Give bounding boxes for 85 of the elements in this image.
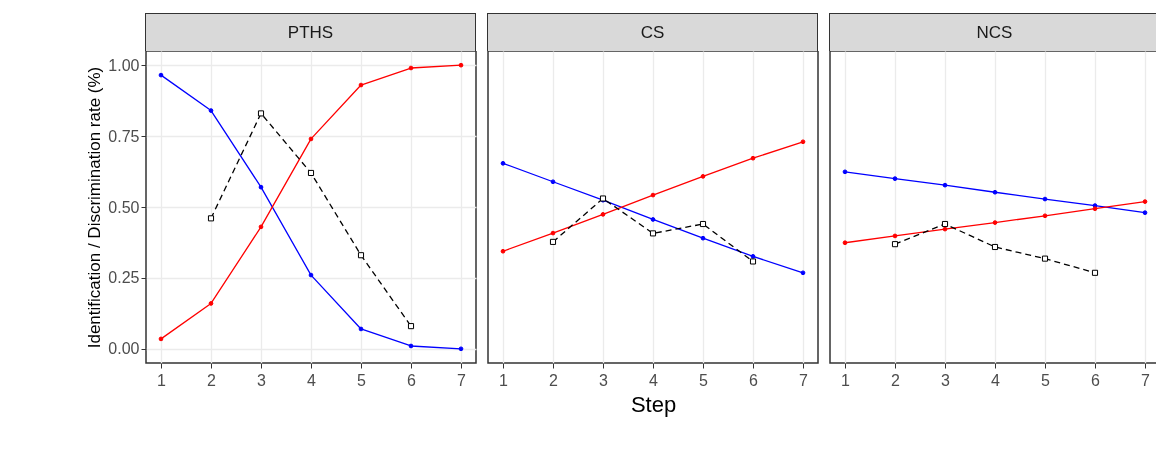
point [749,258,757,265]
point [208,301,214,306]
point [1091,269,1099,276]
point [308,136,314,142]
point [208,108,214,113]
point [892,176,898,181]
point [800,139,806,145]
x-tick-label: 4 [307,371,317,389]
point [550,230,556,236]
point [991,243,999,251]
x-tick-label: 7 [457,371,467,389]
point [407,323,415,330]
x-tick-label: 5 [1041,371,1051,389]
point [308,272,314,278]
point [800,270,806,276]
point [158,72,164,78]
point [842,169,848,175]
x-tick-label: 3 [941,371,951,389]
y-tick-label: 0.25 [108,269,140,287]
point [992,189,998,195]
point [891,241,899,248]
point [550,179,556,185]
point [549,238,557,245]
point [892,233,898,239]
point [408,65,414,71]
x-tick-label: 5 [699,371,709,389]
point [500,248,506,254]
point [700,174,706,179]
point [207,215,215,222]
point [992,220,998,225]
point [942,182,948,188]
point [842,240,848,246]
point [650,217,656,222]
x-tick-label: 3 [599,371,609,389]
x-tick-label: 6 [749,371,759,389]
point [258,224,264,230]
point [357,252,365,259]
x-tick-label: 4 [991,371,1001,389]
point [1041,255,1049,262]
x-tick-label: 7 [1141,371,1151,389]
point [500,160,506,166]
y-tick-label: 0.50 [108,198,140,216]
point [1042,213,1048,219]
x-tick-label: 2 [891,371,901,389]
x-axis-title: Step [630,391,677,417]
point [941,220,949,228]
x-tick-label: 5 [357,371,367,389]
x-tick-label: 1 [499,371,509,389]
point [699,220,707,228]
x-tick-label: 4 [649,371,659,389]
y-tick-label: 0.00 [108,340,140,358]
x-tick-label: 6 [1091,371,1101,389]
chart-title: NCS [829,13,1156,51]
point [1092,206,1098,212]
x-tick-label: 2 [207,371,217,389]
point [942,226,948,232]
x-tick-label: 7 [799,371,809,389]
point [158,336,164,342]
chart-title: CS [487,13,818,51]
x-tick-label: 6 [407,371,417,389]
point [700,235,706,241]
point [1042,196,1048,202]
point [1142,210,1148,216]
point [258,184,264,190]
chart-title: PTHS [145,13,476,51]
point [750,253,756,259]
y-tick-label: 1.00 [108,56,140,74]
point [408,343,414,349]
point [458,346,464,352]
point [358,326,364,332]
point [600,212,606,217]
point [650,192,656,198]
x-tick-label: 1 [157,371,167,389]
x-tick-label: 3 [257,371,267,389]
point [750,155,756,161]
point [358,82,364,88]
point [257,110,265,117]
x-tick-label: 2 [549,371,559,389]
point [649,230,657,237]
point [307,169,315,177]
y-tick-label: 0.75 [108,127,140,145]
y-axis-title: Identification / Discrimination rate (%) [85,66,105,349]
x-tick-label: 1 [841,371,851,389]
point [1142,199,1148,204]
point [458,62,464,68]
